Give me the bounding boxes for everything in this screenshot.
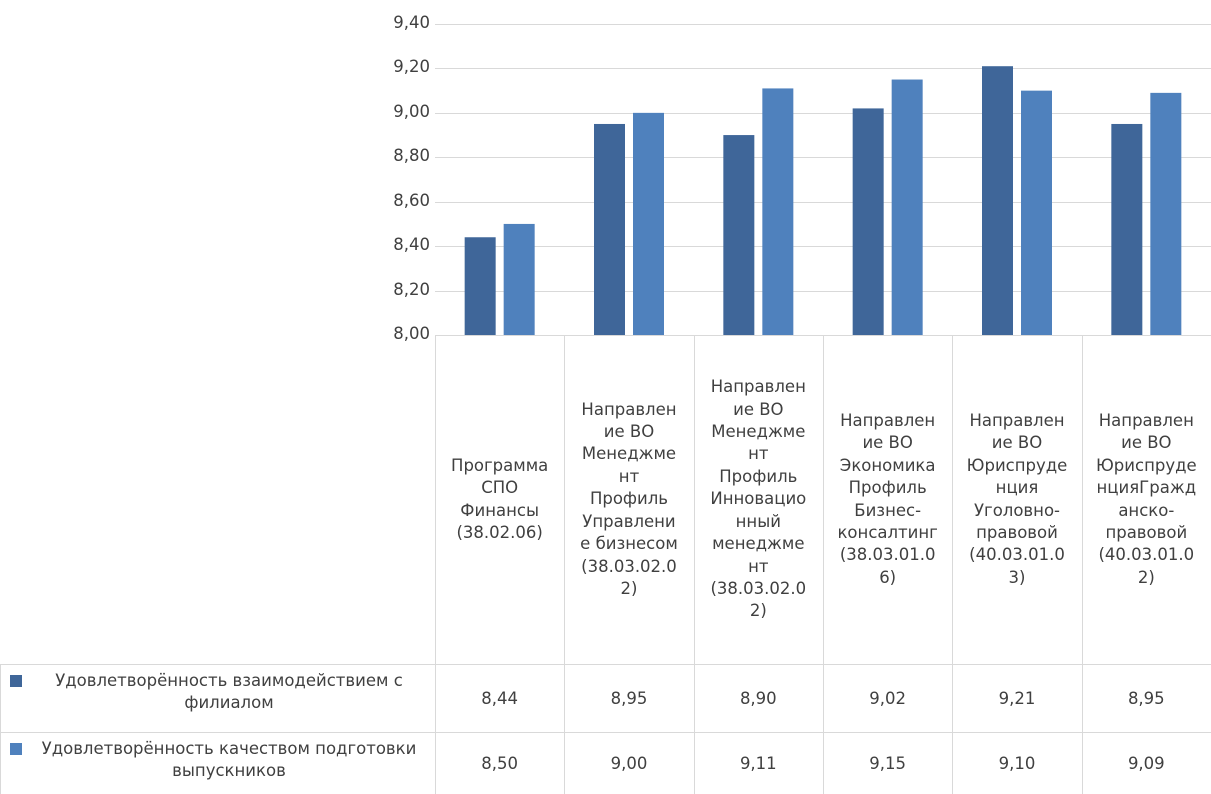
y-tick-label: 9,40 [393, 13, 430, 32]
bar-series-2 [633, 112, 664, 335]
data-value-label: 8,95 [1127, 688, 1165, 708]
y-tick-label: 8,20 [393, 279, 430, 299]
bar-series-2 [1150, 92, 1182, 335]
bar-series-2 [891, 79, 923, 336]
data-value-label: 9,02 [869, 688, 907, 708]
category-label: Направлен ие ВО Экономика Профиль Бизнес… [837, 410, 938, 587]
data-value-label: 9,00 [610, 753, 648, 773]
category-label: Программа СПО Финансы (38.02.06) [451, 455, 549, 542]
data-value-label: 9,21 [998, 688, 1036, 708]
category-label: Направлен ие ВО Менеджме нт Профиль Упра… [580, 399, 678, 598]
category-label: Направлен ие ВО Менеджме нт Профиль Инно… [710, 377, 807, 621]
legend-key-swatch [10, 675, 22, 687]
data-value-label: 8,50 [481, 753, 519, 773]
data-value-label: 8,90 [739, 688, 777, 708]
y-tick-label: 8,00 [393, 324, 430, 343]
category-label: Направлен ие ВО Юриспруде нцияГражд анск… [1095, 410, 1197, 587]
y-tick-label: 8,40 [393, 235, 430, 255]
y-tick-label: 9,00 [393, 101, 430, 121]
data-value-label: 9,10 [998, 753, 1036, 773]
legend-entry: Удовлетворённость качеством подготовки в… [10, 738, 433, 782]
bar-series-2 [503, 223, 535, 335]
data-value-label: 9,11 [739, 753, 777, 773]
data-value-label: 8,95 [610, 688, 648, 708]
data-value-label: 9,15 [869, 753, 907, 773]
category-label: Направлен ие ВО Юриспруде нция Уголовно-… [966, 410, 1068, 587]
bar-series-1 [594, 123, 625, 335]
legend-entry: Удовлетворённость взаимодействием с фили… [10, 670, 433, 714]
bar-series-1 [723, 135, 755, 335]
y-tick-label: 9,20 [393, 57, 430, 77]
legend-label: Удовлетворённость взаимодействием с фили… [55, 671, 403, 712]
legend-key-swatch [10, 743, 22, 755]
bar-series-2 [762, 88, 794, 336]
bar-series-1 [1111, 123, 1143, 335]
bar-series-2 [1021, 90, 1052, 336]
data-value-label: 8,44 [481, 688, 519, 708]
bar-series-1 [464, 237, 496, 335]
bar-series-1 [982, 66, 1013, 335]
y-tick-label: 8,60 [393, 190, 430, 210]
bar-series-1 [852, 108, 884, 336]
data-value-label: 9,09 [1127, 753, 1165, 773]
legend-label: Удовлетворённость качеством подготовки в… [41, 739, 417, 780]
y-tick-label: 8,80 [393, 146, 430, 166]
